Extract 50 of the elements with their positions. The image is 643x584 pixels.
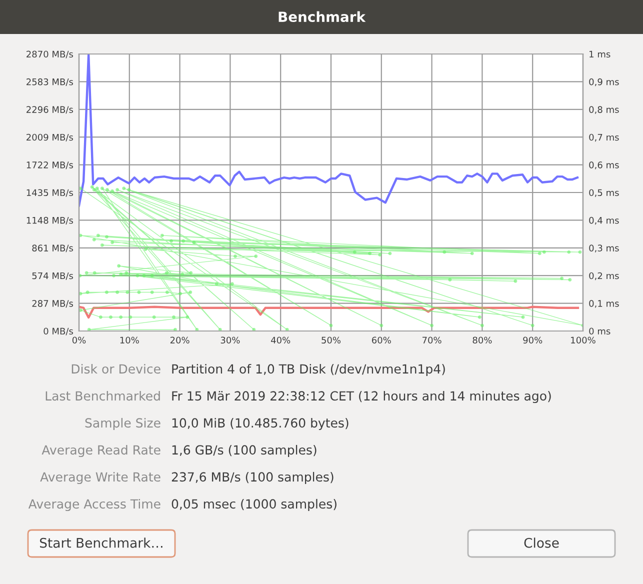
y-tick-label: 287 MB/s	[32, 300, 74, 308]
text: Fr 15 Mär 2019 22:38:12 CET (12 hours and 14 minutes ago)	[172, 390, 551, 404]
y2-tick-label: 0,7 ms	[589, 134, 619, 142]
y-tick-label: 1148 MB/s	[26, 216, 74, 224]
y2-tick-label: 0,2 ms	[589, 272, 619, 280]
x-tick-label: 50%	[322, 336, 341, 344]
y2-tick-label: 0,4 ms	[589, 216, 619, 225]
text: 1,6 GB/s (100 samples)	[172, 444, 316, 458]
y2-tick-label: 1 ms	[590, 50, 610, 58]
y-tick-label: 2009 MB/s	[26, 134, 74, 142]
text: 0,05 msec (1000 samples)	[172, 498, 336, 512]
text: Last Benchmarked	[46, 390, 160, 401]
y-tick-label: 0 MB/s	[44, 328, 74, 336]
x-tick-label: 70%	[422, 336, 442, 344]
y2-tick-label: 0,9 ms	[589, 78, 619, 86]
text: Partition 4 of 1,0 TB Disk (/dev/nvme1n1p4)	[172, 364, 445, 376]
y2-tick-label: 0,5 ms	[589, 189, 619, 197]
x-tick-label: 40%	[271, 336, 290, 344]
text: Close	[524, 538, 559, 548]
x-tick-label: 30%	[220, 336, 240, 344]
text: Average Access Time	[28, 498, 160, 512]
text: 237,6 MB/s (100 samples)	[172, 472, 334, 484]
y2-tick-label: 0,8 ms	[589, 106, 619, 114]
y2-tick-label: 0 ms	[589, 328, 610, 335]
chart-title: Benchmark	[278, 11, 366, 22]
text: Average Write Rate	[40, 472, 160, 484]
y-tick-label: 2296 MB/s	[26, 106, 74, 114]
x-tick-label: 80%	[472, 336, 492, 344]
x-tick-label: 90%	[523, 336, 542, 344]
y-tick-label: 2583 MB/s	[26, 78, 74, 86]
line-series	[79, 54, 579, 207]
y-tick-label: 574 MB/s	[32, 272, 74, 280]
y2-tick-label: 0,1 ms	[589, 300, 619, 308]
line-series	[79, 306, 580, 319]
y-tick-label: 1435 MB/s	[26, 189, 74, 197]
x-tick-label: 0%	[72, 336, 86, 344]
x-tick-label: 10%	[120, 336, 139, 344]
text: Disk or Device	[72, 364, 160, 374]
text: Average Read Rate	[42, 444, 160, 458]
text: Start Benchmark…	[40, 538, 162, 548]
y-tick-label: 1722 MB/s	[26, 162, 74, 170]
text: Sample Size	[85, 418, 160, 430]
y-tick-label: 861 MB/s	[32, 244, 74, 252]
x-tick-label: 60%	[372, 336, 391, 344]
x-tick-label: 20%	[170, 336, 190, 344]
y2-tick-label: 0,3 ms	[589, 244, 619, 252]
y2-tick-label: 0,6 ms	[589, 162, 619, 170]
x-tick-label: 100%	[571, 336, 596, 344]
y-tick-label: 2870 MB/s	[26, 50, 74, 58]
text: 10,0 MiB (10.485.760 bytes)	[172, 418, 348, 430]
